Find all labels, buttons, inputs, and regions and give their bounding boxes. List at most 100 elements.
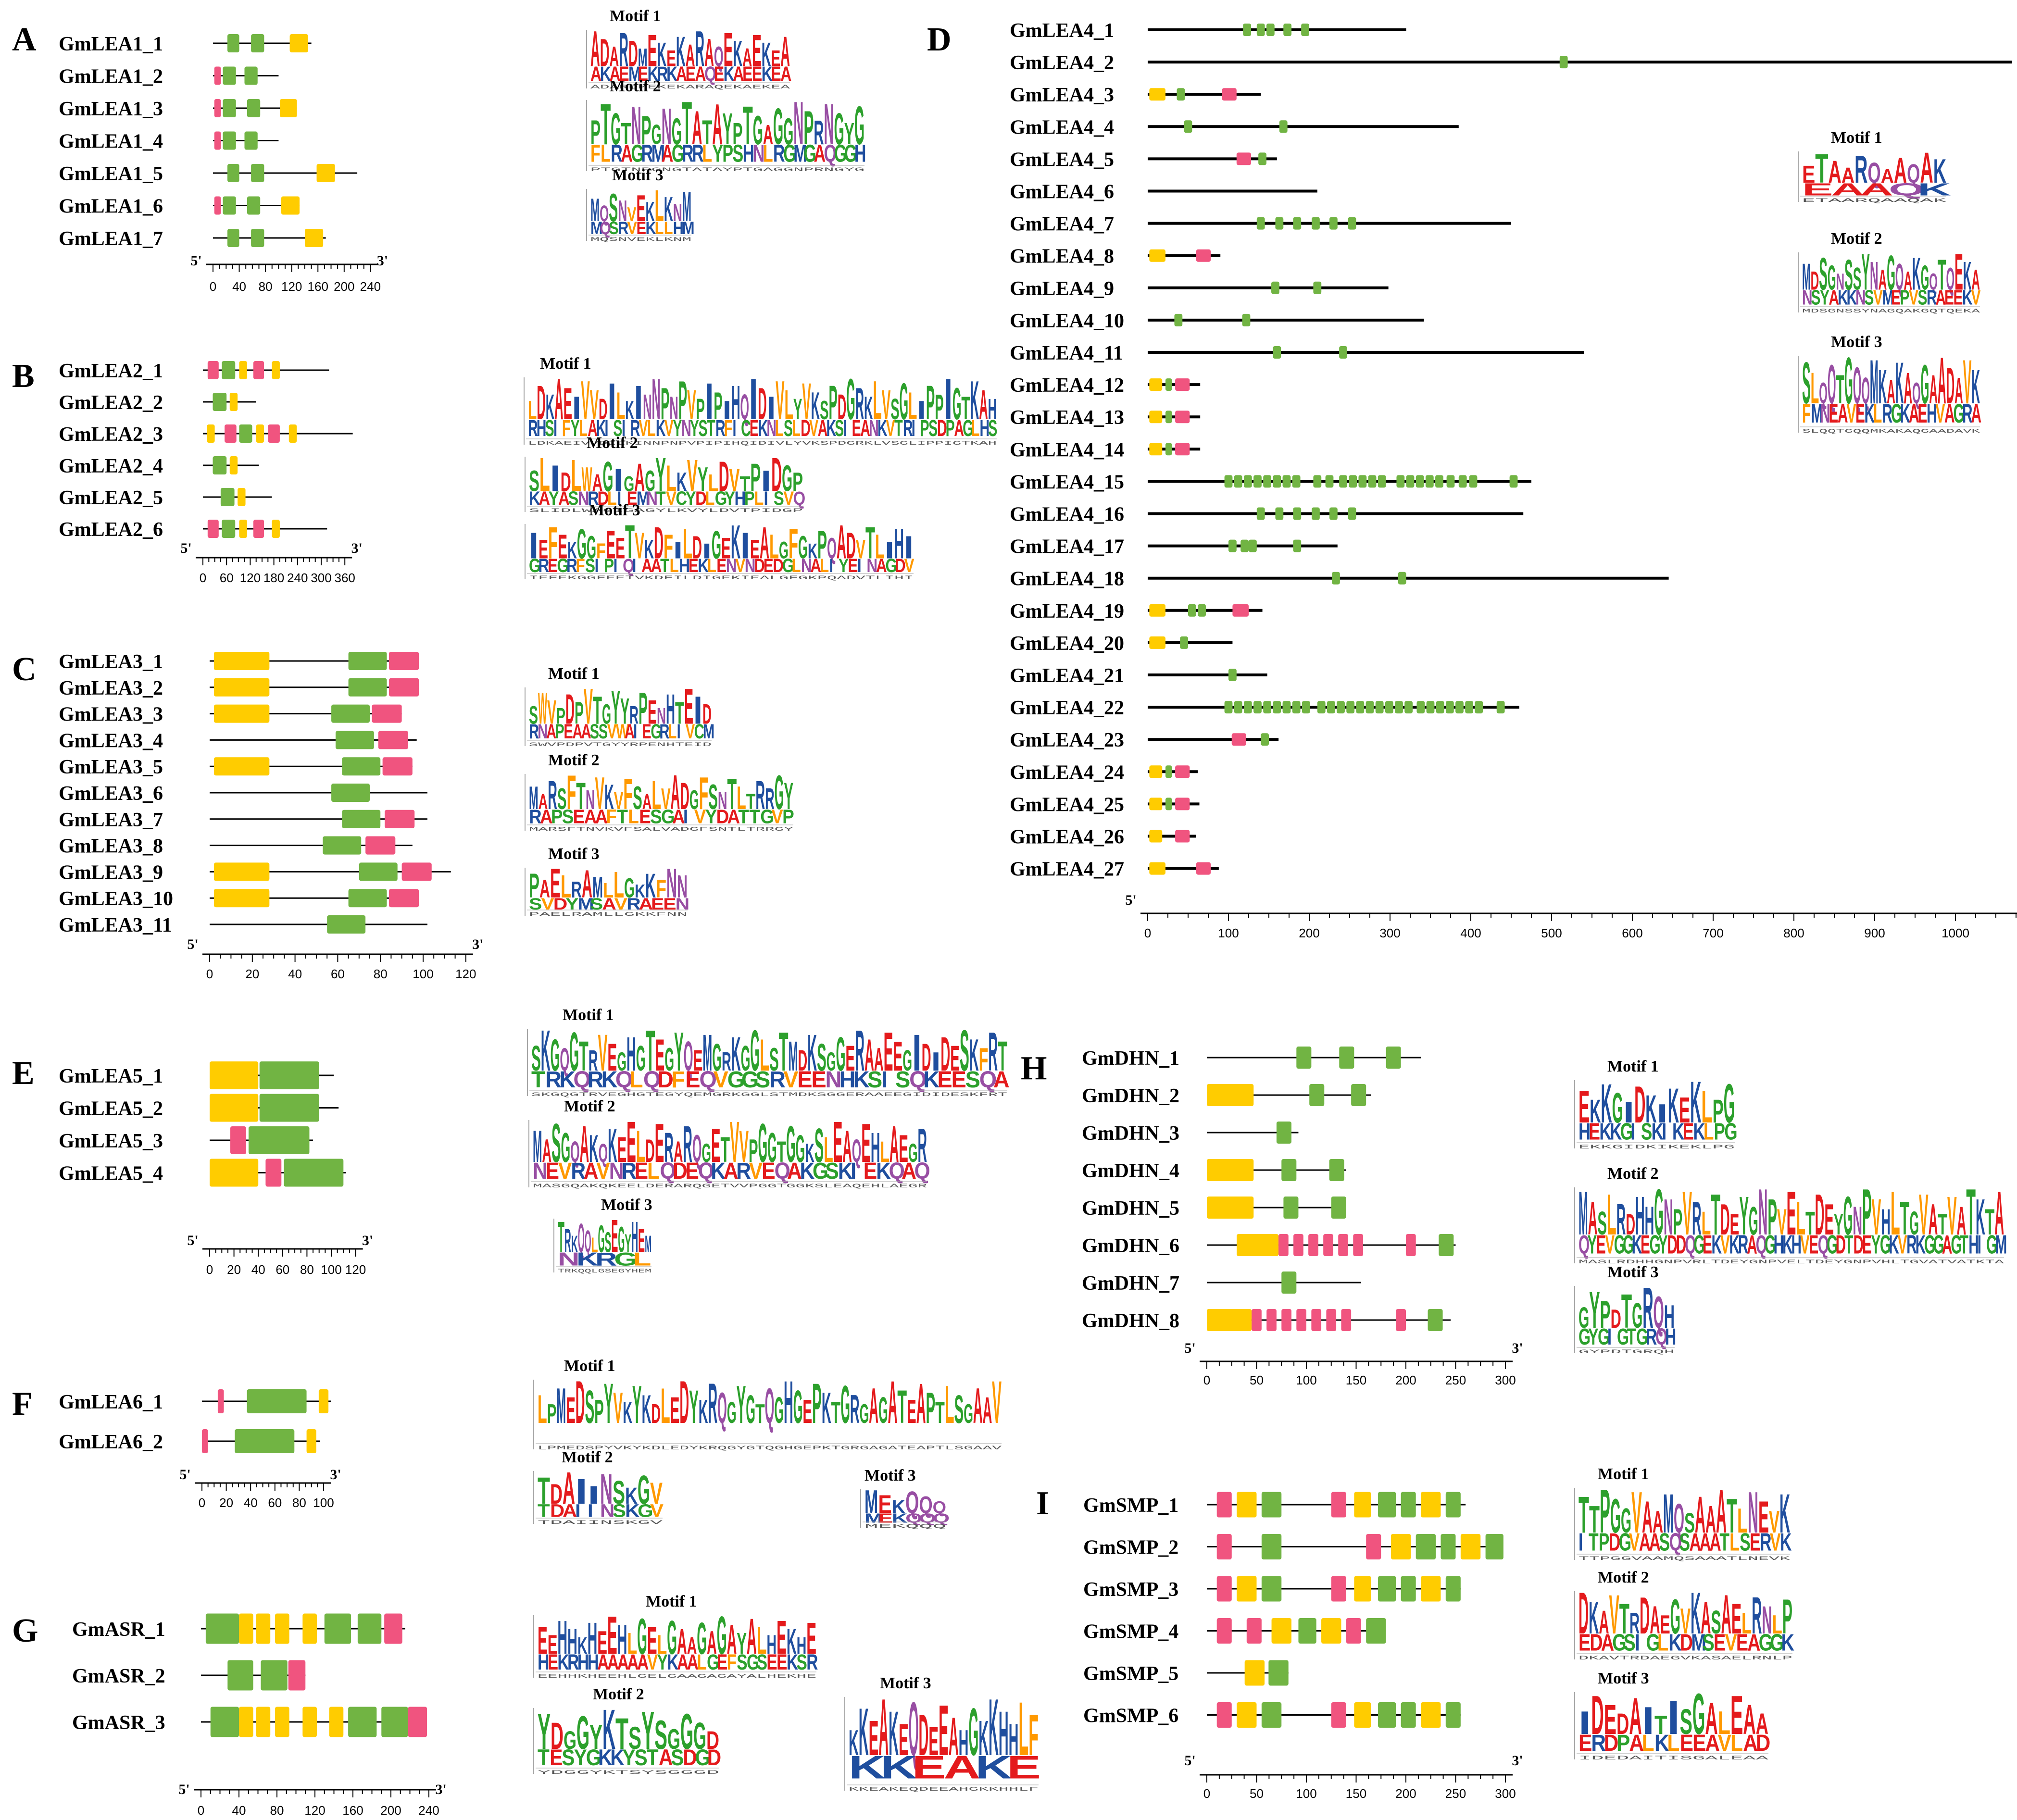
motif-logo-letter: E xyxy=(651,895,664,913)
motif-logo-letter: A xyxy=(1920,144,1933,192)
motif-logo-letter: S xyxy=(568,487,578,509)
motif-logo-letter: L xyxy=(1737,1501,1748,1540)
motif-consensus: EEHHKHEEHLGELGAAGAGAYALHEKHE xyxy=(538,1674,817,1680)
motif-logo-letter: V xyxy=(1682,1178,1692,1247)
motif-box-green xyxy=(1428,1309,1443,1331)
motif-logo-letter: G xyxy=(689,784,699,815)
motif-box-green xyxy=(1312,507,1320,520)
motif-logo-letter: K xyxy=(838,1158,853,1184)
motif-box-green xyxy=(1224,475,1233,488)
three-prime-label: 3' xyxy=(435,1782,446,1797)
motif-logo-letter: V xyxy=(735,554,745,576)
motif-logo-letter: K xyxy=(762,36,771,74)
gene-name: GmLEA3_1 xyxy=(59,651,163,673)
motif-logo-letter: S xyxy=(1740,1528,1751,1556)
motif-logo-letter: A xyxy=(902,1158,916,1184)
motif-logo-letter: P xyxy=(812,1372,822,1435)
motif-logo-letter: G xyxy=(1610,1490,1621,1544)
motif-logo-letter: A xyxy=(993,1067,1010,1093)
motif-logo-letter: L xyxy=(561,869,571,905)
motif-logo-letter: M xyxy=(1882,286,1894,309)
motif-box-green xyxy=(1378,475,1386,488)
motif-logo-letter: E xyxy=(550,1745,563,1770)
motif-logo-letter: Y xyxy=(604,1372,614,1435)
motif-logo-letter: D xyxy=(1811,267,1819,296)
motif-logo-letter: E xyxy=(558,527,567,566)
motif-logo-letter: C xyxy=(676,487,687,509)
motif-consensus: TTPGGVAAMQSAAATLNEVK xyxy=(1579,1556,1791,1562)
motif-logo-letter: F xyxy=(789,521,798,568)
motif-logo-letter: E xyxy=(648,693,657,731)
motif-box-pink xyxy=(253,361,264,379)
motif-logo-letter: K xyxy=(889,1698,899,1769)
motif-logo-letter: A xyxy=(542,1133,552,1170)
motif-box-pink xyxy=(230,1126,246,1154)
motif-logo: Motif 3P A E L R A M L L G K K F N NSVDYMSAVRAEENPAELR… xyxy=(525,845,689,918)
motif-logo-letter: G xyxy=(1954,399,1965,429)
motif-logo-letter: G xyxy=(750,1018,760,1083)
motif-logo-letter: K xyxy=(1599,1119,1611,1145)
motif-logo-letter: R xyxy=(587,1067,603,1093)
tick-label: 150 xyxy=(1346,1373,1366,1387)
motif-logo-letter: I xyxy=(1635,1630,1640,1656)
motif-box-green xyxy=(1302,701,1310,714)
three-prime-label: 3' xyxy=(351,540,363,556)
motif-logo-letter: R xyxy=(1692,1192,1702,1245)
tick-label: 100 xyxy=(313,1496,334,1510)
gene-row: GmSMP_3 xyxy=(1083,1576,1461,1602)
motif-logo-letter: D xyxy=(919,1702,929,1767)
motif-logo-letter: D xyxy=(1946,357,1955,414)
motif-logo-letter: H xyxy=(673,218,684,238)
gene-name: GmLEA3_2 xyxy=(59,677,163,699)
motif-logo-letter: F xyxy=(699,768,709,819)
motif-logo: Motif 1A D A R D M E K E K A R A Q E K A E K E AAKAEMEKRKAEA… xyxy=(586,7,791,90)
motif-logo-letter: G xyxy=(1986,1230,1997,1259)
motif-logo-letter: L xyxy=(655,180,664,231)
motif-logo-letter: M xyxy=(1802,256,1811,298)
motif-logo-letter: E xyxy=(548,1629,558,1659)
motif-logo-letter: K xyxy=(808,539,817,563)
motif-box-green xyxy=(1253,701,1262,714)
motif-logo-letter: R xyxy=(773,140,785,168)
motif-box-green xyxy=(1396,475,1405,488)
motif-logo-letter: K xyxy=(571,1232,578,1258)
motif-box-yellow xyxy=(1149,443,1163,456)
motif-logo-letter: R xyxy=(1854,148,1867,191)
gene-name: GmLEA4_27 xyxy=(1010,859,1124,881)
motif-logo-letter: K xyxy=(557,1650,569,1674)
motif-logo: Motif 1S K G Q G T R V E G H G T E G Y Q E M G R K G G L S T M D K S G G… xyxy=(527,1006,1010,1098)
motif-box-green xyxy=(348,652,387,670)
motif-box-pink xyxy=(214,99,221,117)
gene-name: GmDHN_7 xyxy=(1082,1272,1179,1295)
motif-logo-letter: Q xyxy=(600,218,611,238)
motif-logo-letter: E xyxy=(1891,286,1901,309)
motif-box-green xyxy=(323,836,362,855)
motif-logo-letter: T xyxy=(1836,367,1844,412)
motif-logo-letter: Q xyxy=(909,1067,927,1093)
motif-logo-letter: T xyxy=(1727,1490,1737,1544)
motif-logo-letter: H xyxy=(735,487,746,509)
gene-row: GmDHN_6 xyxy=(1082,1234,1456,1257)
gene-name: GmLEA4_5 xyxy=(1010,149,1114,171)
motif-box-green xyxy=(1282,701,1291,714)
motif-logo-letter: V xyxy=(714,1067,728,1093)
gene-name: GmLEA4_15 xyxy=(1010,471,1124,493)
motif-logo-letter: T xyxy=(707,415,715,441)
motif-logo-letter: E xyxy=(752,25,762,75)
motif-logo-letter: A xyxy=(539,789,548,814)
motif-logo-letter: G xyxy=(1887,245,1895,300)
motif-logo-letter: G xyxy=(1724,1119,1737,1145)
motif-logo-letter: L xyxy=(945,1375,954,1435)
motif-logo-letter: S xyxy=(562,1745,575,1770)
motif-box-green xyxy=(1356,701,1365,714)
motif-logo-letter: F xyxy=(1028,1702,1039,1767)
motif-logo-letter: Q xyxy=(560,1042,569,1078)
motif-logo-letter: R xyxy=(988,1021,998,1082)
motif-logo-letter: R xyxy=(539,554,550,576)
motif-box-green xyxy=(1327,701,1335,714)
motif-logo-letter: G xyxy=(1632,1296,1642,1336)
motif-logo-letter: E xyxy=(545,1158,559,1184)
motif-box-green xyxy=(1386,1047,1401,1069)
gene-row: GmLEA3_11 xyxy=(59,914,427,936)
